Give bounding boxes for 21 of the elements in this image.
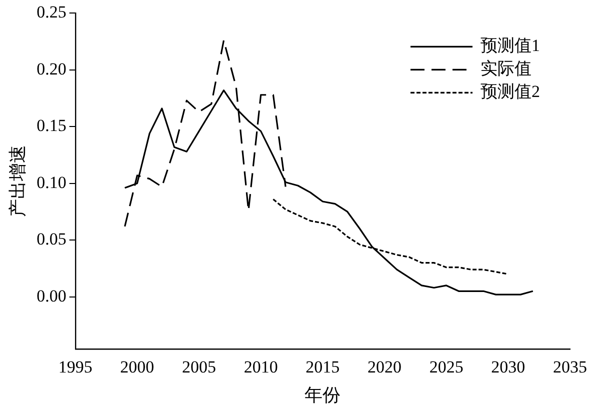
x-axis-title: 年份 (304, 384, 341, 405)
legend-label: 预测值1 (480, 36, 540, 56)
x-tick-label: 2000 (120, 358, 154, 377)
line-series (272, 198, 509, 275)
x-tick-label: 2015 (306, 358, 340, 377)
x-tick-label: 2005 (182, 358, 216, 377)
legend-label: 实际值 (480, 59, 532, 78)
x-tick-label: 2010 (244, 358, 278, 377)
y-tick-label: 0.10 (36, 172, 66, 192)
y-tick-label: 0.20 (36, 59, 66, 78)
x-tick-label: 2025 (429, 358, 464, 377)
y-tick-label: 0.15 (36, 116, 66, 136)
y-axis-title: 产出增速 (8, 145, 28, 218)
legend-label: 预测值2 (480, 82, 540, 102)
y-tick-label: 0.25 (36, 2, 66, 22)
y-tick-label: 0.00 (36, 286, 66, 306)
x-tick-label: 2035 (553, 358, 587, 377)
x-tick-label: 2030 (491, 358, 526, 377)
y-tick-label: 0.05 (36, 230, 66, 249)
x-tick-label: 2020 (368, 358, 402, 377)
x-tick-label: 1995 (58, 358, 92, 377)
